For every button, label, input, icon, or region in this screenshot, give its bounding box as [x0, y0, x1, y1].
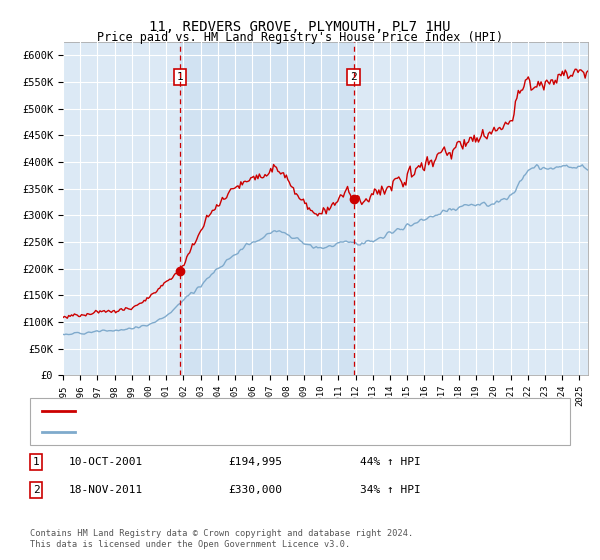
Text: 44% ↑ HPI: 44% ↑ HPI	[360, 457, 421, 467]
Text: £194,995: £194,995	[228, 457, 282, 467]
Text: HPI: Average price, detached house, City of Plymouth: HPI: Average price, detached house, City…	[84, 427, 409, 437]
Text: 2: 2	[32, 485, 40, 495]
Text: 10-OCT-2001: 10-OCT-2001	[69, 457, 143, 467]
Text: 34% ↑ HPI: 34% ↑ HPI	[360, 485, 421, 495]
Text: Price paid vs. HM Land Registry's House Price Index (HPI): Price paid vs. HM Land Registry's House …	[97, 31, 503, 44]
Bar	[180, 42, 353, 375]
Text: 2: 2	[350, 72, 357, 82]
Text: 1: 1	[176, 72, 183, 82]
Text: 11, REDVERS GROVE, PLYMOUTH, PL7 1HU (detached house): 11, REDVERS GROVE, PLYMOUTH, PL7 1HU (de…	[84, 406, 415, 416]
Text: £330,000: £330,000	[228, 485, 282, 495]
Text: 11, REDVERS GROVE, PLYMOUTH, PL7 1HU: 11, REDVERS GROVE, PLYMOUTH, PL7 1HU	[149, 20, 451, 34]
Text: Contains HM Land Registry data © Crown copyright and database right 2024.
This d: Contains HM Land Registry data © Crown c…	[30, 529, 413, 549]
Text: 18-NOV-2011: 18-NOV-2011	[69, 485, 143, 495]
Text: 1: 1	[32, 457, 40, 467]
